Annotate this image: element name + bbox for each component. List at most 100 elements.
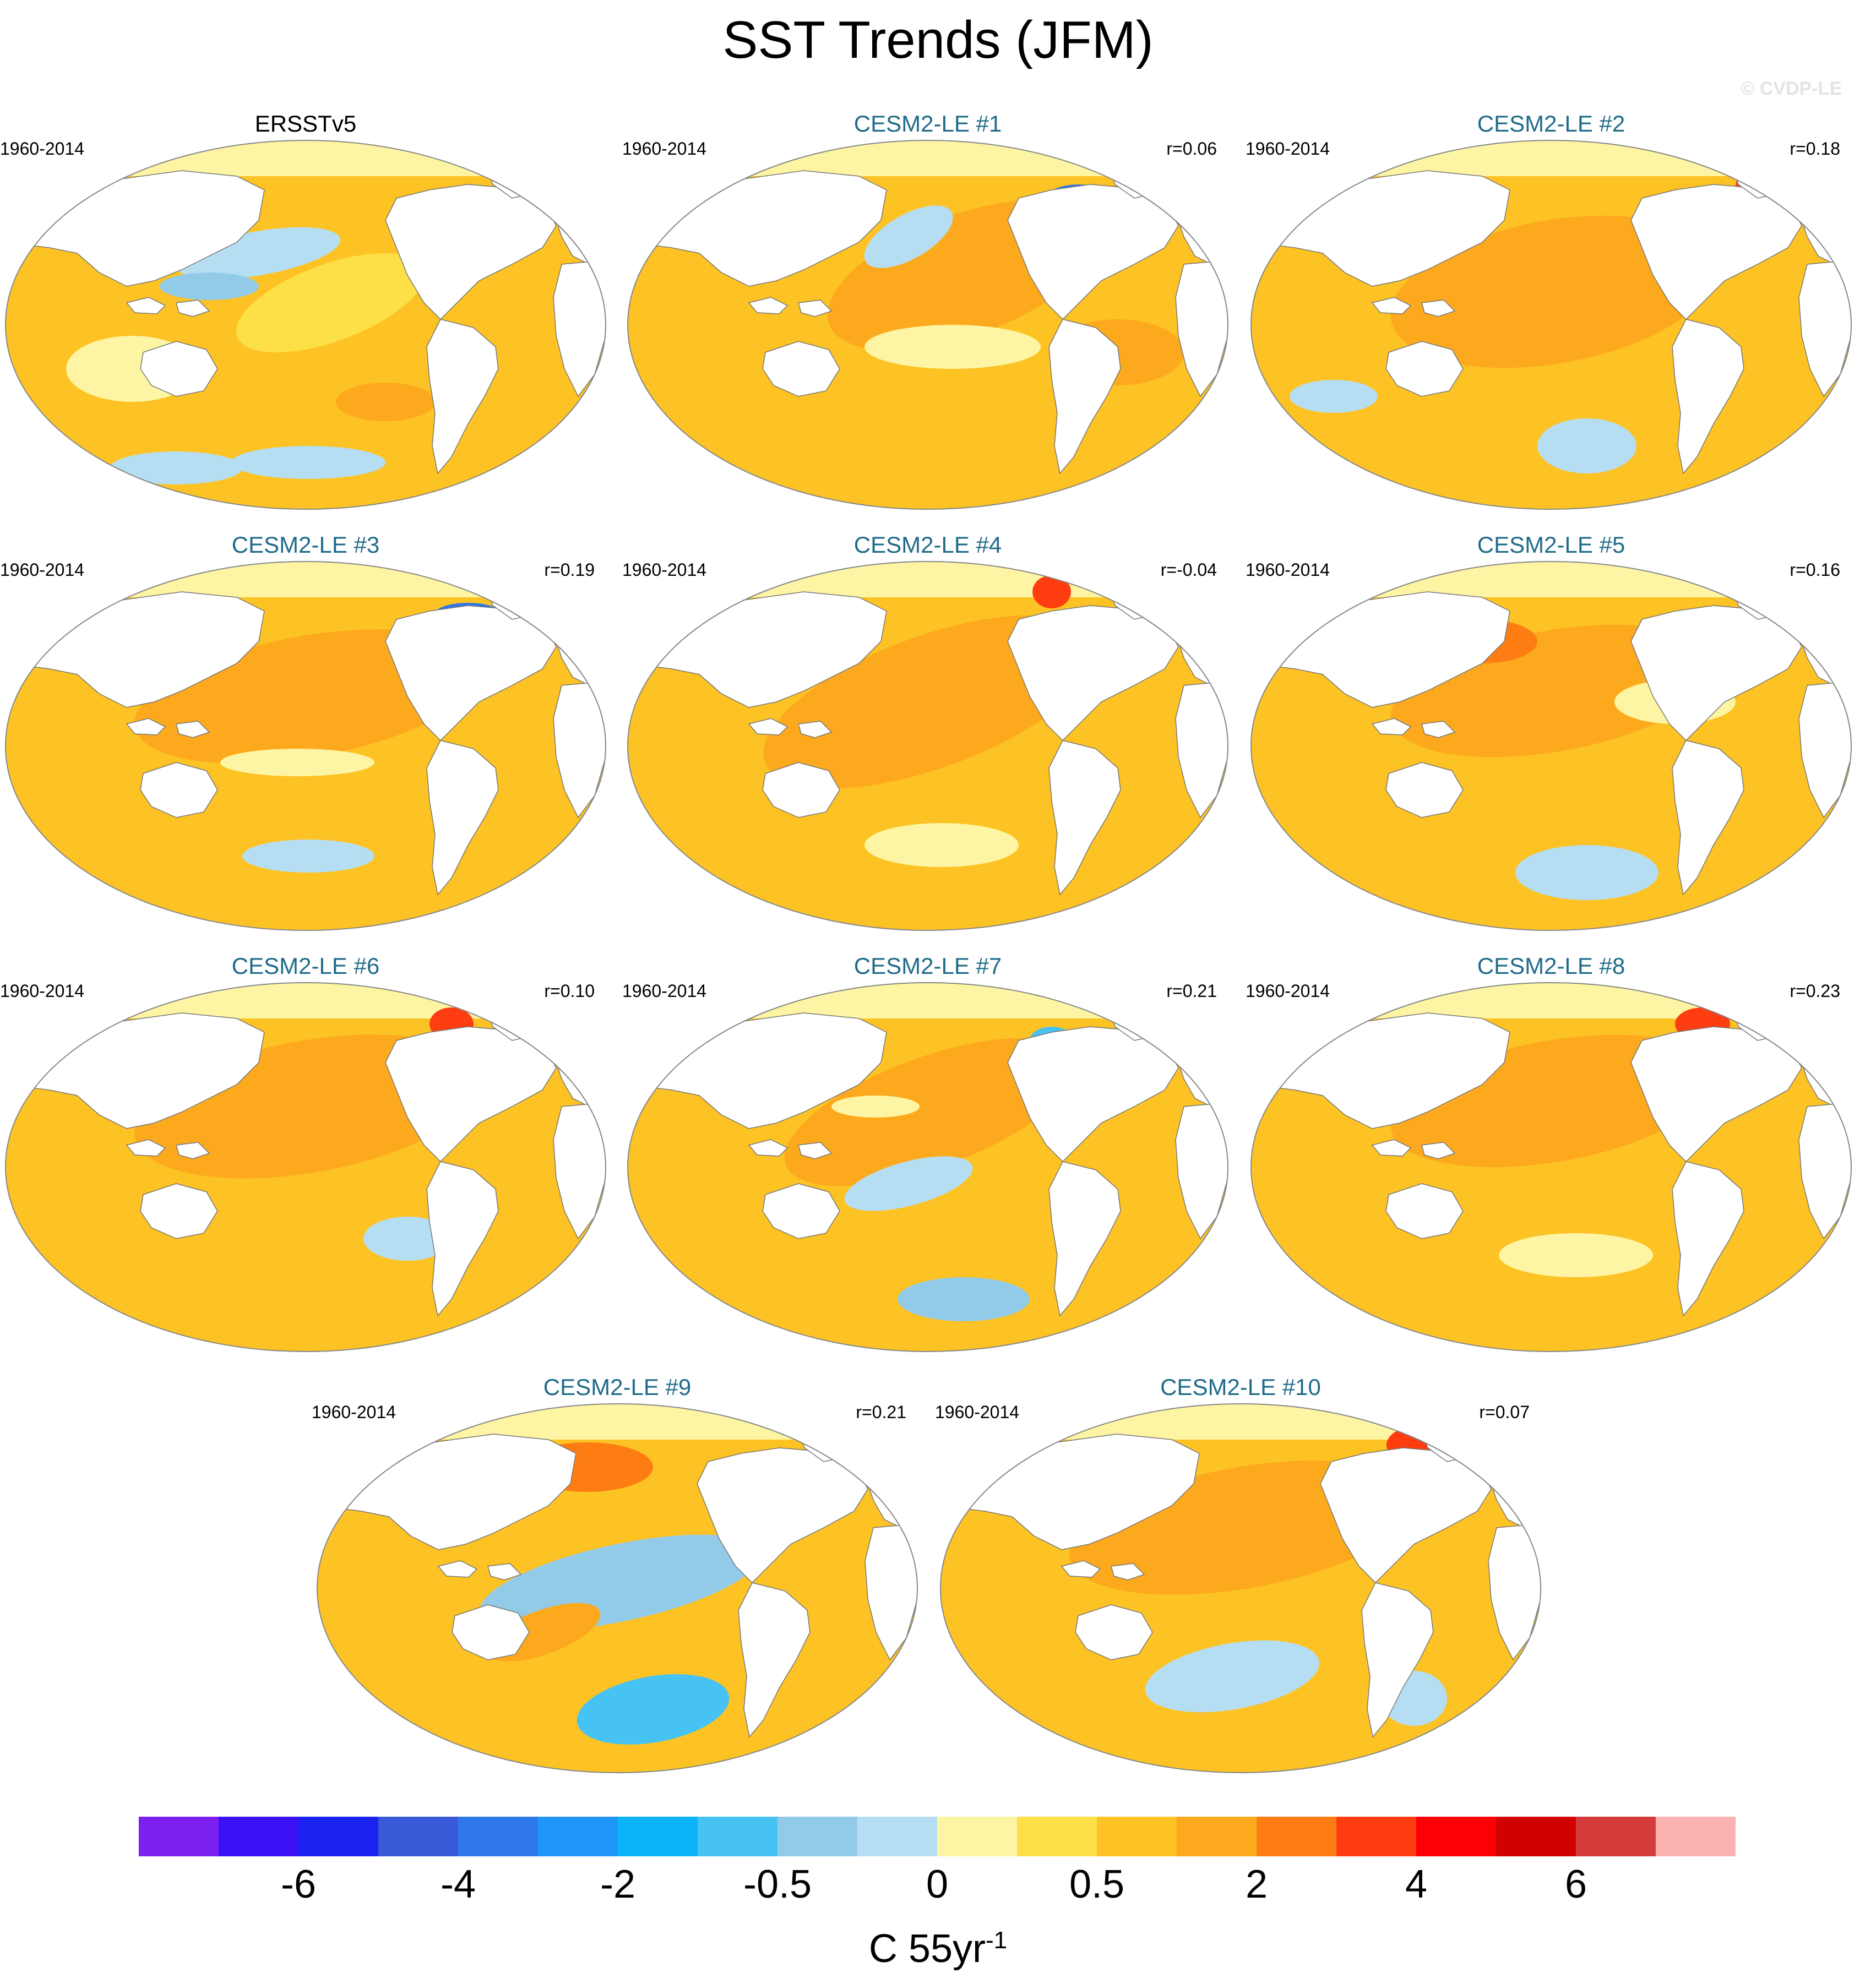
robinson-map	[317, 1403, 918, 1773]
colorbar-swatch	[219, 1817, 299, 1856]
colorbar-swatch	[777, 1817, 858, 1856]
trend-patch	[1515, 845, 1659, 900]
panel-correlation: r=0.16	[1790, 560, 1840, 580]
map-field	[6, 562, 606, 930]
panel-correlation: r=0.18	[1790, 139, 1840, 159]
panel-correlation: r=0.21	[856, 1402, 906, 1422]
landmass	[1371, 718, 1412, 735]
map-field	[6, 983, 606, 1352]
trend-patch	[864, 823, 1019, 867]
landmass	[1048, 1161, 1121, 1317]
map-panel: ERSSTv5 1960-2014	[0, 110, 611, 510]
panel-period: 1960-2014	[935, 1402, 1020, 1422]
landmass	[176, 1142, 210, 1159]
landmass	[1048, 740, 1121, 896]
units-exponent: -1	[985, 1927, 1008, 1954]
panel-period: 1960-2014	[312, 1402, 396, 1422]
map-field	[1251, 983, 1851, 1352]
landmass	[748, 1139, 789, 1157]
colorbar-swatch	[1656, 1817, 1736, 1856]
map-border	[627, 982, 1228, 1352]
panel-correlation: r=0.06	[1166, 139, 1217, 159]
panel-period: 1960-2014	[1246, 139, 1330, 159]
trend-patch	[160, 273, 259, 300]
trend-patch	[1537, 418, 1636, 473]
trend-patch	[336, 383, 435, 421]
trend-patch	[231, 446, 385, 479]
colorbar-tick-label: -2	[600, 1862, 636, 1906]
landmass	[1672, 740, 1744, 896]
colorbar-swatch	[378, 1817, 459, 1856]
map-panel: CESM2-LE #2 1960-2014 r=0.18	[1246, 110, 1857, 510]
arctic-band	[940, 1404, 1541, 1440]
landmass	[1421, 721, 1456, 738]
colorbar-swatch	[1177, 1817, 1257, 1856]
panel-title: CESM2-LE #6	[231, 953, 380, 979]
map-border	[627, 561, 1228, 931]
map-panel: CESM2-LE #7 1960-2014 r=0.21	[622, 952, 1233, 1352]
landmass	[126, 718, 166, 735]
landmass	[140, 341, 218, 397]
panel-period: 1960-2014	[1246, 981, 1330, 1001]
trend-patch	[763, 615, 1098, 789]
colorbar	[139, 1817, 1736, 1856]
robinson-map	[627, 140, 1228, 510]
trend-patch	[864, 325, 1041, 369]
panel-period: 1960-2014	[0, 981, 85, 1001]
landmass	[176, 721, 210, 738]
landmass	[126, 1139, 166, 1157]
map-field	[628, 983, 1228, 1352]
robinson-map	[5, 140, 606, 510]
colorbar-tick-label: 4	[1405, 1862, 1428, 1906]
panel-correlation: r=0.21	[1166, 981, 1217, 1001]
map-border	[5, 982, 606, 1352]
robinson-map	[627, 982, 1228, 1352]
map-field	[1251, 140, 1851, 509]
trend-patch	[864, 205, 953, 268]
arctic-band	[1251, 140, 1851, 176]
map-border	[1250, 140, 1852, 510]
colorbar-swatch	[1097, 1817, 1177, 1856]
units-base: C 55yr	[868, 1927, 986, 1971]
arctic-band	[628, 562, 1228, 597]
landmass	[762, 1183, 840, 1239]
map-field	[940, 1404, 1541, 1773]
map-border	[317, 1403, 918, 1773]
map-border	[5, 140, 606, 510]
colorbar-tick-label: -0.5	[743, 1862, 812, 1906]
colorbar-tick-label: -4	[440, 1862, 476, 1906]
colorbar-swatch	[1336, 1817, 1417, 1856]
map-field	[628, 140, 1228, 509]
arctic-band	[6, 140, 606, 176]
arctic-band	[6, 983, 606, 1018]
arctic-band	[628, 140, 1228, 176]
ocean-background	[1251, 983, 1851, 1352]
colorbar-swatch	[698, 1817, 778, 1856]
trend-patch	[242, 840, 374, 873]
panel-period: 1960-2014	[622, 139, 707, 159]
landmass	[1371, 297, 1412, 314]
landmass	[762, 762, 840, 818]
map-border	[627, 140, 1228, 510]
panel-correlation: r=0.10	[544, 981, 595, 1001]
map-border	[1250, 982, 1852, 1352]
landmass	[140, 1183, 218, 1239]
colorbar-tick-label: -6	[280, 1862, 317, 1906]
panel-title: CESM2-LE #9	[543, 1374, 692, 1400]
panel-title: CESM2-LE #7	[853, 953, 1002, 979]
trend-patch	[831, 1096, 920, 1118]
panel-period: 1960-2014	[0, 560, 85, 580]
landmass	[762, 341, 840, 397]
panel-period: 1960-2014	[1246, 560, 1330, 580]
landmass	[798, 1142, 833, 1159]
landmass	[798, 299, 833, 317]
trend-patch	[363, 1217, 452, 1261]
landmass	[1385, 341, 1464, 397]
landmass	[452, 1604, 530, 1660]
landmass	[176, 299, 210, 317]
landmass	[487, 1563, 522, 1581]
panel-correlation: r=0.07	[1479, 1402, 1530, 1422]
landmass	[1385, 1183, 1464, 1239]
panel-period: 1960-2014	[0, 139, 85, 159]
panel-title: ERSSTv5	[254, 111, 357, 137]
